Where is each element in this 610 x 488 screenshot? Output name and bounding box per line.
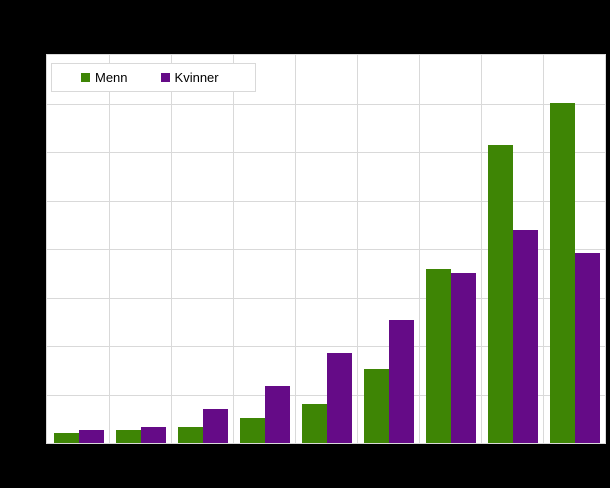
bar-menn-3 xyxy=(239,417,265,443)
legend-label-menn: Menn xyxy=(95,70,128,85)
bar-kvinner-6 xyxy=(450,272,476,443)
bar-kvinner-0 xyxy=(78,429,104,443)
gridline-v xyxy=(109,55,110,443)
gridline-h xyxy=(47,394,605,396)
bar-menn-2 xyxy=(177,426,203,443)
bar-kvinner-3 xyxy=(264,385,290,443)
kvinner-series-swatch-icon xyxy=(160,73,170,82)
gridline-v xyxy=(295,55,296,443)
bar-menn-1 xyxy=(115,429,141,443)
bar-kvinner-7 xyxy=(512,229,538,443)
gridline-v xyxy=(419,55,420,443)
bar-kvinner-8 xyxy=(574,252,600,443)
menn-series-swatch-icon xyxy=(81,73,90,82)
legend: Menn Kvinner xyxy=(51,63,256,92)
gridline-h xyxy=(47,200,605,202)
bar-kvinner-2 xyxy=(202,408,228,443)
gridline-v xyxy=(481,55,482,443)
gridline-h xyxy=(47,346,605,347)
gridline-h xyxy=(47,152,605,153)
bar-menn-8 xyxy=(549,102,575,443)
legend-item-kvinner: Kvinner xyxy=(160,70,219,85)
gridline-v xyxy=(233,55,234,443)
bar-menn-4 xyxy=(301,404,327,443)
gridline-v xyxy=(357,55,358,443)
bar-menn-7 xyxy=(487,145,513,443)
bar-kvinner-5 xyxy=(388,320,414,443)
gridline-v xyxy=(543,55,544,443)
gridline-h xyxy=(47,249,605,250)
bar-kvinner-1 xyxy=(140,427,166,443)
bar-menn-5 xyxy=(363,369,389,443)
gridline-v xyxy=(171,55,172,443)
bar-menn-0 xyxy=(53,432,79,443)
bar-menn-6 xyxy=(425,268,451,443)
gridline-h xyxy=(47,297,605,299)
bar-kvinner-4 xyxy=(326,353,352,443)
legend-item-menn: Menn xyxy=(81,71,128,84)
legend-label-kvinner: Kvinner xyxy=(174,70,219,85)
plot-area: Menn Kvinner xyxy=(46,54,606,444)
gridline-h xyxy=(47,103,605,105)
